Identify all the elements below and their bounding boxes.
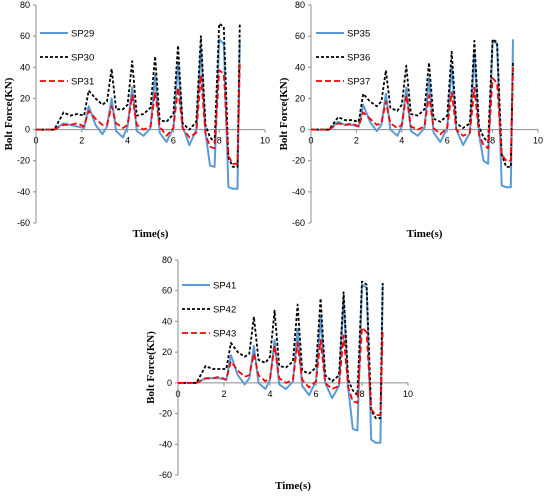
y-axis-title: Bolt Force(KN): [145, 331, 157, 404]
y-tick-label: 40: [295, 62, 305, 72]
x-tick-label: 8: [359, 389, 364, 399]
x-axis-title: Time(s): [133, 228, 169, 240]
legend-label: SP37: [347, 77, 370, 88]
x-axis-title: Time(s): [407, 228, 443, 240]
x-tick-label: 0: [175, 389, 180, 399]
x-tick-label: 10: [260, 136, 270, 146]
y-tick-label: -40: [292, 187, 305, 197]
y-axis-title: Bolt Force(KN): [3, 77, 15, 150]
y-tick-label: 40: [162, 316, 172, 326]
series-line-sp37: [311, 67, 514, 162]
y-tick-label: -60: [17, 218, 30, 228]
x-tick-label: 6: [171, 136, 176, 146]
x-tick-label: 6: [445, 136, 450, 146]
series-line-sp30: [36, 22, 241, 168]
x-tick-label: 4: [267, 389, 272, 399]
y-tick-label: 20: [162, 347, 172, 357]
y-tick-label: -40: [159, 439, 172, 449]
x-tick-label: 6: [313, 389, 318, 399]
series-line-sp35: [311, 39, 514, 189]
x-tick-label: 10: [403, 389, 413, 399]
y-tick-label: -60: [159, 470, 172, 480]
x-tick-label: 8: [217, 136, 222, 146]
legend-label: SP35: [347, 29, 370, 40]
legend-label: SP31: [71, 77, 94, 88]
legend-label: SP30: [71, 53, 94, 64]
x-tick-label: 0: [308, 136, 313, 146]
y-tick-label: 40: [20, 62, 30, 72]
y-tick-label: 0: [167, 378, 172, 388]
legend-label: SP42: [213, 305, 236, 316]
y-axis-title: Bolt Force(KN): [278, 77, 290, 150]
y-tick-label: 60: [20, 31, 30, 41]
series-line-sp31: [36, 64, 241, 165]
y-tick-label: 0: [25, 125, 30, 135]
y-tick-label: -20: [292, 156, 305, 166]
x-tick-label: 2: [79, 136, 84, 146]
series-line-sp43: [178, 326, 384, 417]
legend-label: SP41: [213, 281, 236, 292]
y-tick-label: -20: [159, 409, 172, 419]
x-tick-label: 8: [490, 136, 495, 146]
series-line-sp36: [311, 38, 514, 168]
x-tick-label: 2: [354, 136, 359, 146]
y-tick-label: 20: [20, 93, 30, 103]
legend-label: SP36: [347, 53, 370, 64]
y-tick-label: 80: [20, 0, 30, 10]
y-tick-label: 0: [300, 125, 305, 135]
legend-label: SP29: [71, 29, 94, 40]
x-tick-label: 2: [221, 389, 226, 399]
legend-label: SP43: [213, 329, 236, 340]
y-tick-label: 20: [295, 93, 305, 103]
x-tick-label: 4: [125, 136, 130, 146]
series-line-sp29: [36, 38, 241, 190]
series-line-sp41: [178, 283, 384, 444]
y-tick-label: 60: [295, 31, 305, 41]
x-axis-title: Time(s): [275, 480, 311, 492]
y-tick-label: -60: [292, 218, 305, 228]
y-tick-label: -40: [17, 187, 30, 197]
x-tick-label: 4: [399, 136, 404, 146]
y-tick-label: 80: [295, 0, 305, 10]
y-tick-label: -20: [17, 156, 30, 166]
x-tick-label: 0: [33, 136, 38, 146]
y-tick-label: 60: [162, 286, 172, 296]
x-tick-label: 10: [533, 136, 543, 146]
y-tick-label: 80: [162, 255, 172, 265]
